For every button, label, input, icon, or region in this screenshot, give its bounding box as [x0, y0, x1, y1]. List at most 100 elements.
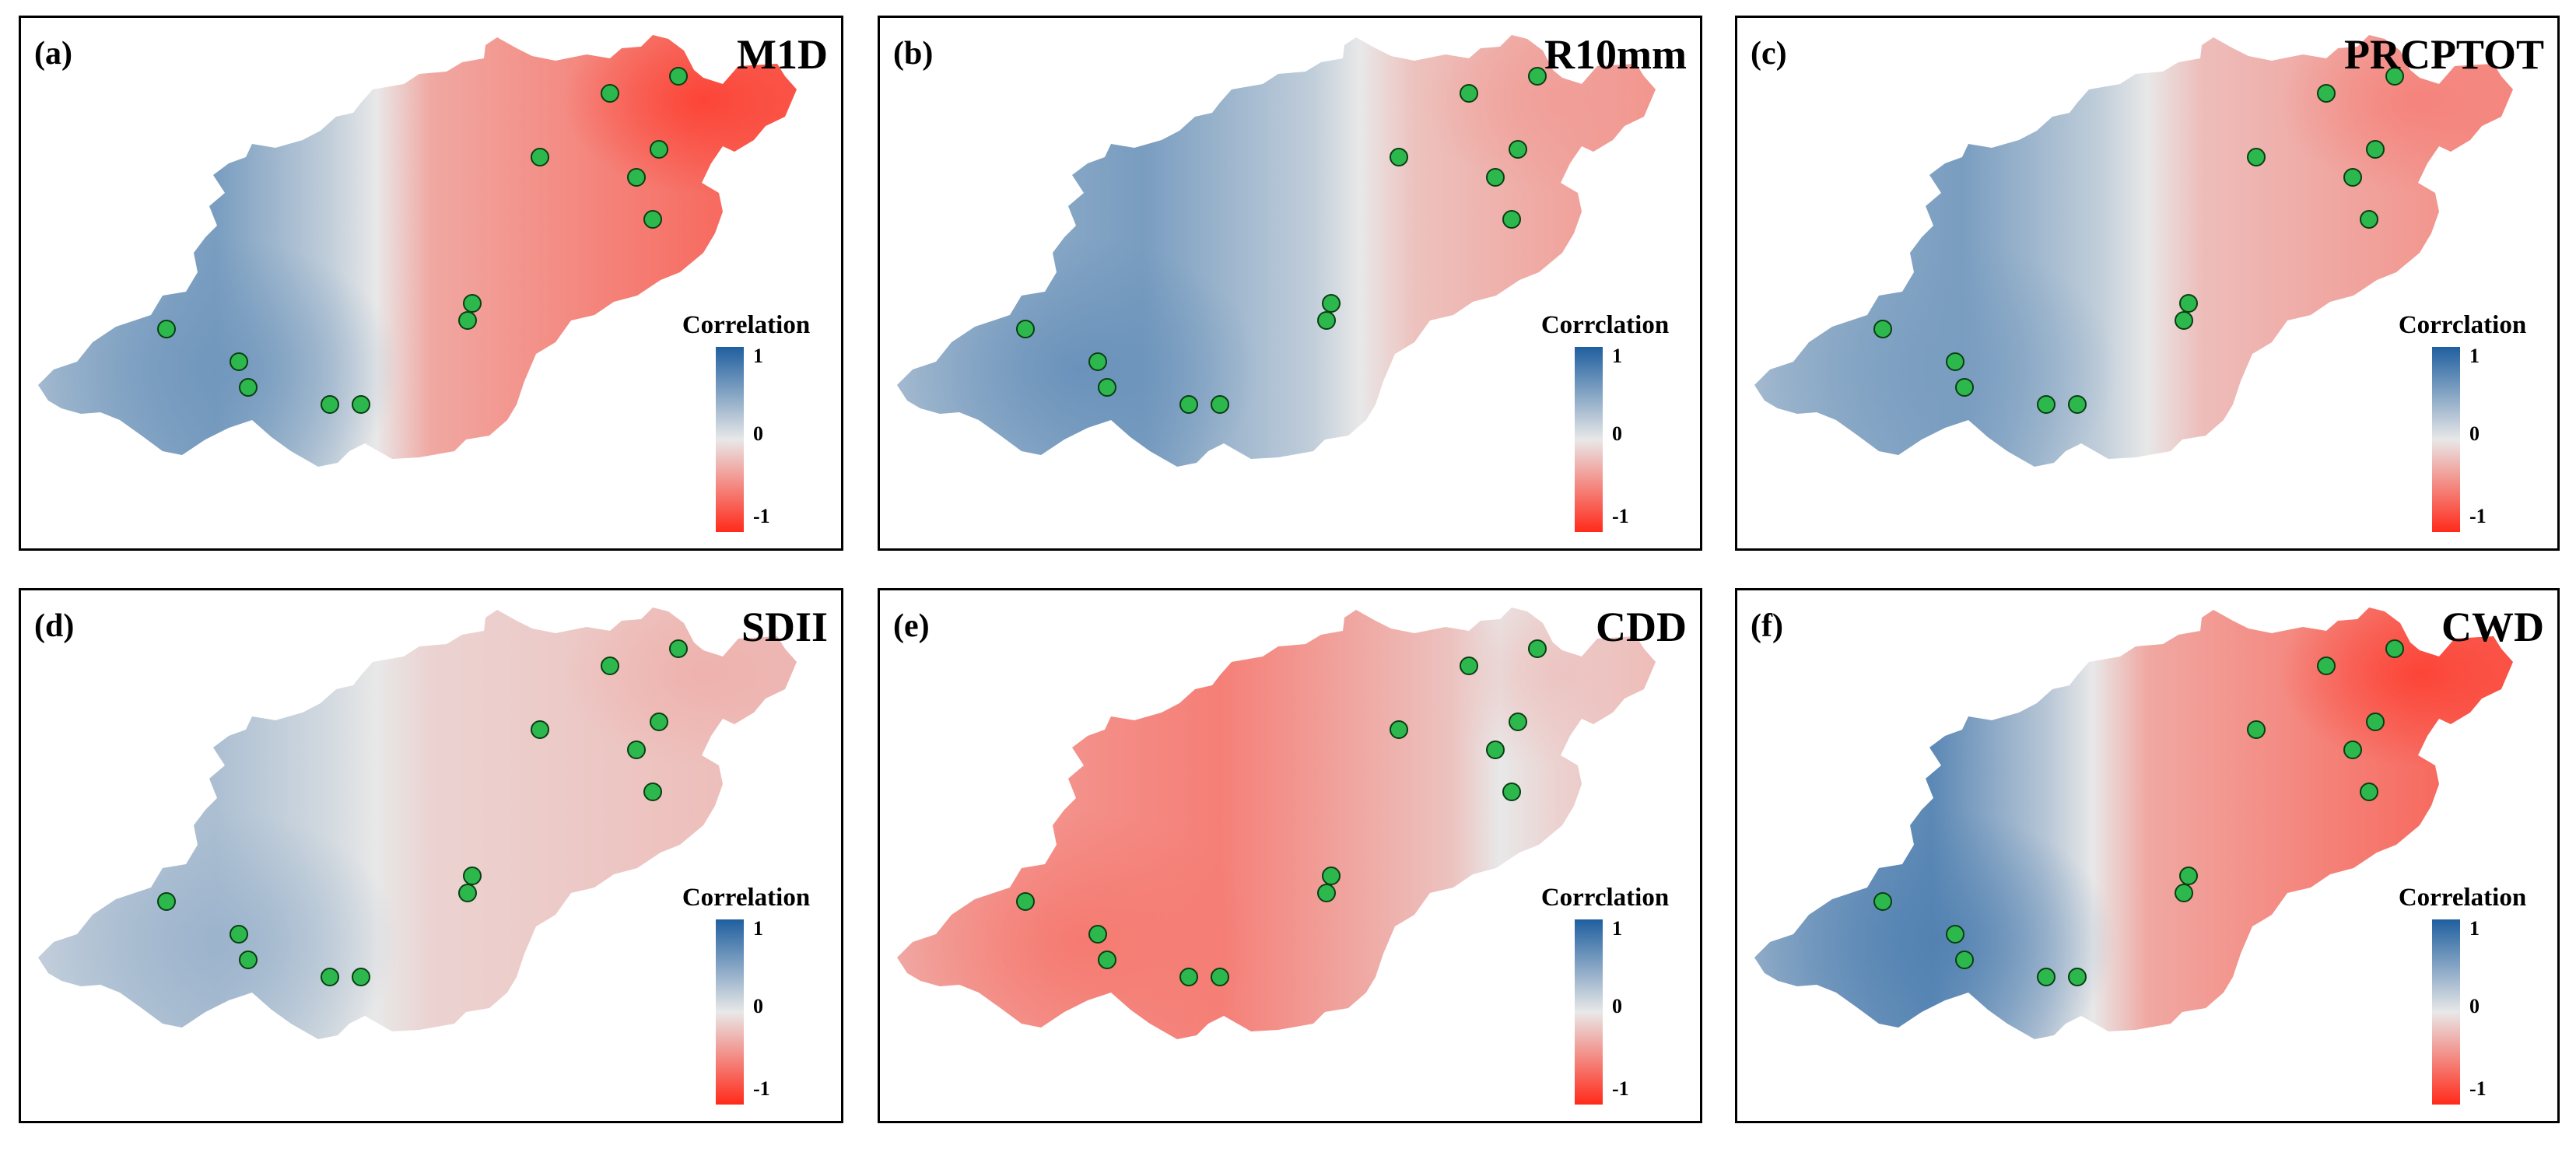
- station-marker: [2068, 968, 2087, 986]
- station-marker: [239, 951, 258, 969]
- colorbar-legend: Corrclation 1 0 -1: [1541, 311, 1669, 532]
- station-marker: [650, 713, 668, 731]
- station-marker: [463, 294, 482, 313]
- index-name: SDII: [741, 604, 828, 650]
- station-marker: [458, 884, 477, 902]
- colorbar-legend: Corrclation 1 0 -1: [1541, 884, 1669, 1105]
- station-marker: [1873, 892, 1892, 911]
- legend-tick-label: -1: [753, 505, 770, 527]
- station-marker: [1873, 320, 1892, 338]
- station-marker: [643, 783, 662, 801]
- station-marker: [1211, 968, 1229, 986]
- station-marker: [239, 378, 258, 397]
- panel-label: (f): [1751, 608, 1783, 644]
- station-marker: [2360, 783, 2378, 801]
- station-marker: [1955, 951, 1974, 969]
- legend-tick-label: -1: [1612, 1077, 1629, 1100]
- index-name: R10mm: [1544, 31, 1687, 78]
- colorbar-legend: Corrclation 1 0 -1: [2399, 311, 2526, 532]
- legend-title: Corrclation: [1541, 884, 1669, 912]
- colorbar: [2432, 347, 2460, 532]
- station-marker: [1322, 294, 1341, 313]
- station-marker: [2175, 311, 2193, 330]
- station-marker: [1460, 657, 1478, 675]
- station-marker: [1509, 140, 1527, 159]
- station-marker: [230, 925, 248, 944]
- station-marker: [2385, 639, 2404, 658]
- legend-tick-label: -1: [2469, 1077, 2487, 1100]
- station-marker: [1317, 884, 1336, 902]
- station-marker: [2366, 713, 2385, 731]
- station-marker: [1211, 395, 1229, 414]
- station-marker: [531, 148, 549, 166]
- station-marker: [1016, 320, 1035, 338]
- station-marker: [2343, 741, 2362, 759]
- legend-tick-label: -1: [1612, 505, 1629, 527]
- station-marker: [2037, 968, 2056, 986]
- legend-tick-label: 1: [2469, 345, 2480, 367]
- station-marker: [2360, 210, 2378, 229]
- station-marker: [2385, 67, 2404, 86]
- station-marker: [2343, 168, 2362, 187]
- legend-tick-label: 0: [1612, 422, 1622, 445]
- legend-tick-label: 0: [1612, 995, 1622, 1017]
- legend-tick-label: 1: [2469, 917, 2480, 940]
- station-marker: [2317, 84, 2336, 103]
- legend-tick-label: 1: [753, 345, 763, 367]
- station-marker: [1502, 783, 1521, 801]
- station-marker: [1179, 968, 1198, 986]
- station-markers: [157, 67, 688, 414]
- station-marker: [1390, 720, 1408, 739]
- station-marker: [1317, 311, 1336, 330]
- map-panel-r10mm: (b) R10mm Corrclation 1 0 -1: [878, 16, 1702, 551]
- station-marker: [1088, 352, 1107, 371]
- legend-title: Corrclation: [2399, 311, 2526, 339]
- station-marker: [1322, 867, 1341, 885]
- panel-label: (e): [893, 608, 930, 644]
- map-panel-cwd: (f) CWD Correlation 1 0 -1: [1735, 588, 2560, 1123]
- colorbar-legend: Correlation 1 0 -1: [2399, 884, 2526, 1105]
- station-marker: [2366, 140, 2385, 159]
- colorbar: [2432, 919, 2460, 1105]
- station-marker: [650, 140, 668, 159]
- station-marker: [601, 84, 619, 103]
- map-panel-cdd: (e) CDD Corrclation 1 0 -1: [878, 588, 1702, 1123]
- station-marker: [1946, 352, 1964, 371]
- station-marker: [531, 720, 549, 739]
- legend-tick-label: 0: [2469, 995, 2480, 1017]
- colorbar: [716, 347, 744, 532]
- station-marker: [2175, 884, 2193, 902]
- station-marker: [2179, 294, 2198, 313]
- station-marker: [2317, 657, 2336, 675]
- station-markers: [1873, 67, 2404, 414]
- station-markers: [157, 639, 688, 986]
- legend-tick-label: 1: [1612, 345, 1622, 367]
- map-panel-sdii: (d) SDII Correlation 1 0 -1: [19, 588, 843, 1123]
- station-marker: [352, 968, 370, 986]
- legend-tick-label: 1: [753, 917, 763, 940]
- station-marker: [1486, 741, 1505, 759]
- panel-label: (c): [1751, 36, 1787, 72]
- colorbar: [1575, 347, 1603, 532]
- station-marker: [627, 168, 646, 187]
- index-name: CWD: [2441, 604, 2544, 650]
- colorbar-legend: Correlation 1 0 -1: [682, 884, 810, 1105]
- legend-tick-label: 0: [753, 422, 763, 445]
- station-marker: [1390, 148, 1408, 166]
- station-marker: [1528, 67, 1547, 86]
- index-name: PRCPTOT: [2344, 31, 2544, 78]
- map-panel-prcptot: (c) PRCPTOT Corrclation 1 0 -1: [1735, 16, 2560, 551]
- station-marker: [321, 968, 339, 986]
- station-marker: [1528, 639, 1547, 658]
- station-marker: [2068, 395, 2087, 414]
- legend-tick-label: -1: [2469, 505, 2487, 527]
- station-marker: [352, 395, 370, 414]
- station-marker: [669, 67, 688, 86]
- station-marker: [2247, 720, 2266, 739]
- station-marker: [458, 311, 477, 330]
- index-name: CDD: [1596, 604, 1687, 650]
- station-markers: [1016, 67, 1547, 414]
- station-marker: [1088, 925, 1107, 944]
- station-marker: [463, 867, 482, 885]
